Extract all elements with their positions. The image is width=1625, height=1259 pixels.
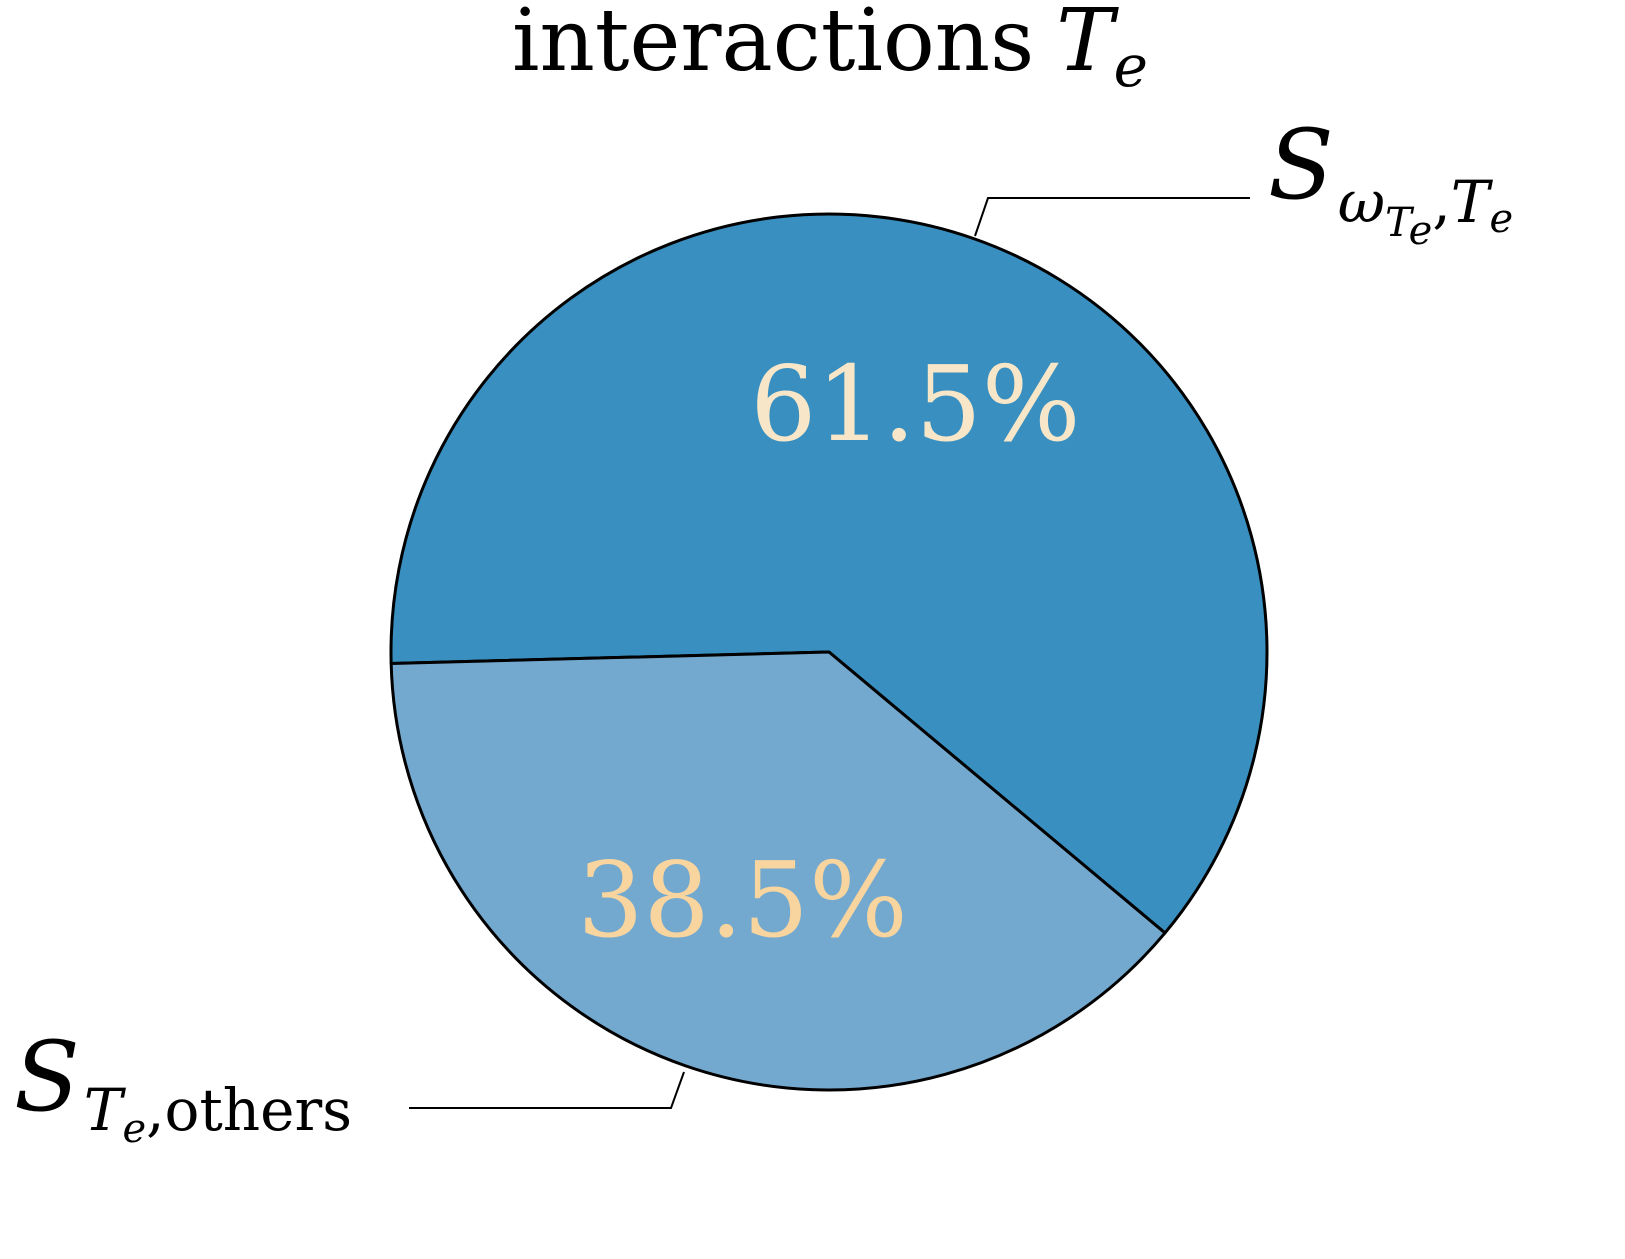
slice-label-0-sub-T: T — [1451, 168, 1494, 236]
leader-line-slice-1 — [409, 1071, 685, 1109]
pie-slice-0 — [389, 212, 1269, 935]
pie-percent-labels: 61.5% 38.5% — [577, 343, 1080, 961]
pie-percent-label-1: 38.5% — [577, 839, 907, 961]
chart-title-subscript: e — [1114, 32, 1148, 100]
pie-slice-1 — [389, 650, 1167, 1092]
chart-title-symbol: T — [1056, 0, 1119, 91]
slice-label-0-sub-e: e — [1489, 196, 1513, 242]
pie-slices — [389, 212, 1269, 1092]
slice-label-1-main: S — [14, 1021, 80, 1133]
slice-label-1-subsub-e: e — [122, 1106, 146, 1152]
slice-label-0-main: S — [1268, 109, 1334, 221]
slice-label-1-sub-others: ,others — [146, 1076, 352, 1144]
chart-title-text: interactions — [512, 0, 1034, 91]
slice-label-0-sub-omega: ω — [1338, 168, 1385, 236]
pie-percent-label-0: 61.5% — [750, 343, 1080, 465]
leader-lines — [409, 197, 1250, 1109]
slice-label-0: SωTe,Te — [1268, 109, 1513, 254]
slice-label-0-comma: , — [1432, 168, 1450, 236]
slice-label-1: STe,others — [14, 1021, 352, 1152]
chart-title: interactions Te — [512, 0, 1148, 100]
slice-label-1-sub-T: T — [84, 1076, 127, 1144]
leader-line-slice-0 — [974, 197, 1250, 237]
slice-label-0-subsubsub-e: e — [1409, 208, 1433, 254]
